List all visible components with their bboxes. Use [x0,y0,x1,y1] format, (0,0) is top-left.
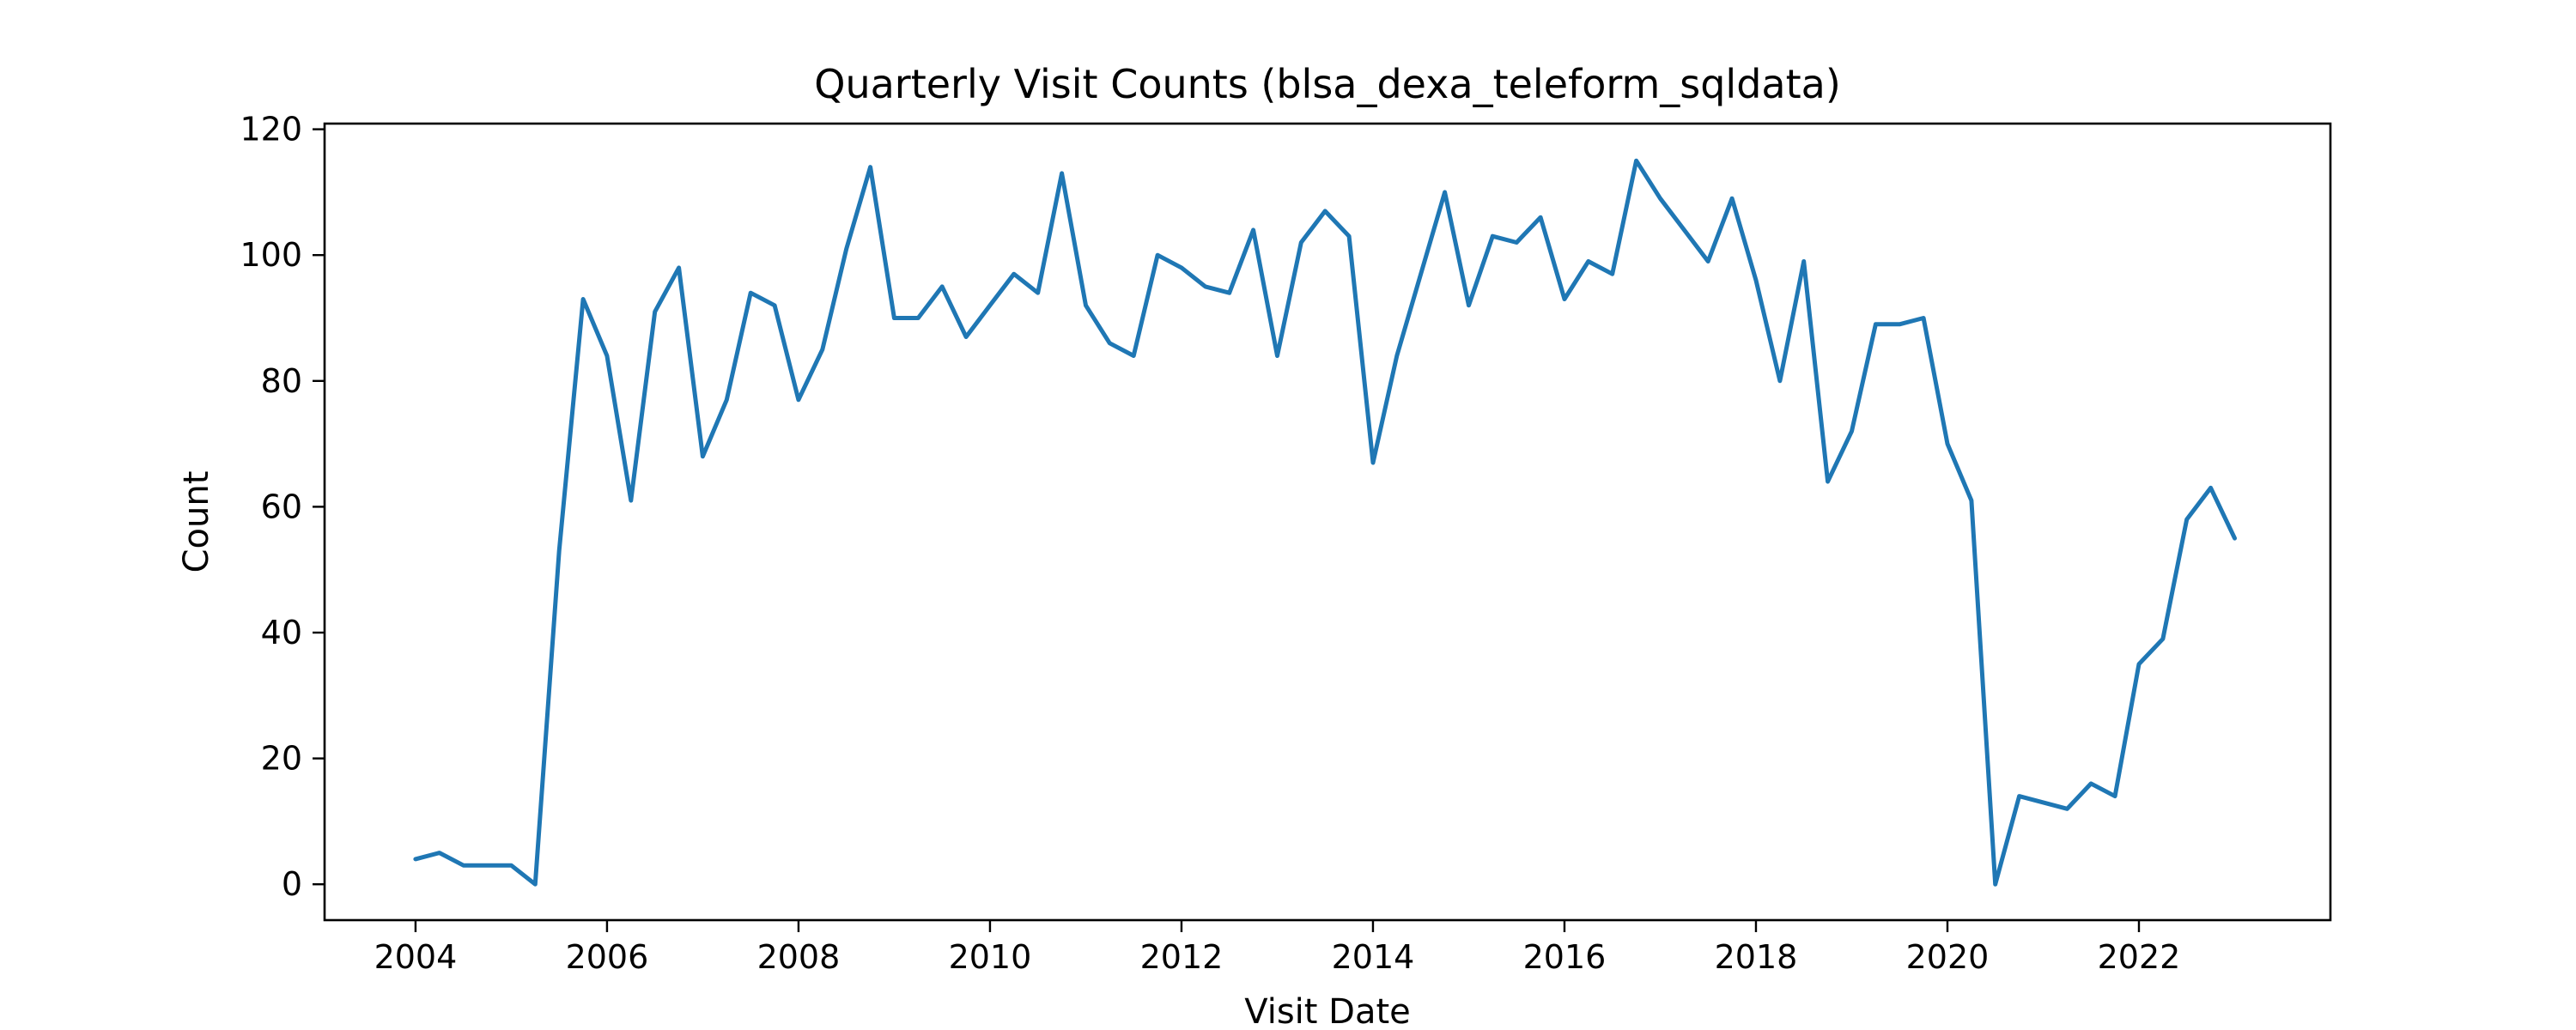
x-tick-label: 2010 [949,938,1032,976]
x-tick-label: 2020 [1906,938,1990,976]
x-axis-label: Visit Date [1244,992,1411,1030]
plot-area-frame [323,122,2332,922]
y-tick-label: 40 [261,614,302,651]
y-axis-label: Count [177,471,216,573]
y-axis-ticks: 0 20 40 60 80 100 120 [240,111,325,903]
series-line [413,158,2237,887]
y-tick-label: 80 [261,362,302,400]
x-tick-label: 2012 [1140,938,1224,976]
x-tick-label: 2018 [1715,938,1798,976]
x-tick-label: 2016 [1523,938,1607,976]
x-tick-label: 2006 [566,938,649,976]
y-tick-label: 100 [240,236,302,274]
x-tick-label: 2014 [1332,938,1415,976]
y-tick-label: 120 [240,111,302,148]
y-tick-label: 0 [282,865,302,903]
x-tick-label: 2008 [757,938,841,976]
x-axis-ticks: 2004 2006 2008 2010 2012 2014 2016 2018 2020 2022 [374,920,2181,976]
y-tick-label: 60 [261,488,302,525]
y-tick-label: 20 [261,740,302,778]
chart-title: Quarterly Visit Counts (blsa_dexa_telefo… [814,61,1841,107]
x-tick-label: 2004 [374,938,458,976]
x-tick-label: 2022 [2098,938,2181,976]
